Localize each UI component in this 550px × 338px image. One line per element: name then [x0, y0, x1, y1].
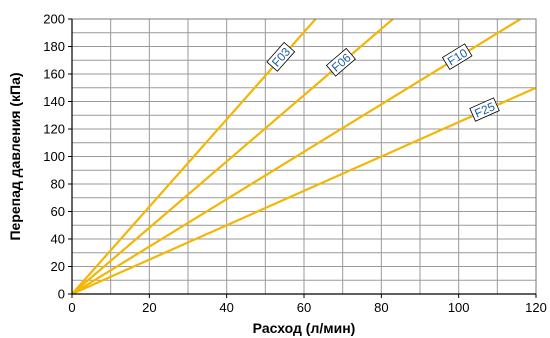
y-tick-label: 200 [43, 12, 65, 27]
y-tick-label: 140 [43, 94, 65, 109]
y-tick-labels: 0 20 40 60 80 100 120 140 160 180 200 [43, 12, 72, 302]
x-tick-label: 100 [448, 300, 470, 315]
x-tick-label: 20 [142, 300, 156, 315]
y-tick-label: 160 [43, 67, 65, 82]
y-tick-label: 120 [43, 122, 65, 137]
series-tag-box [441, 43, 473, 70]
x-tick-label: 0 [68, 300, 75, 315]
y-tick-label: 40 [51, 232, 65, 247]
grid-lines [71, 18, 537, 295]
x-tick-labels: 0 20 40 60 80 100 120 [68, 294, 547, 315]
series-line-f10 [72, 19, 522, 294]
series-tag-box [266, 41, 296, 72]
y-tick-label: 60 [51, 204, 65, 219]
y-tick-label: 100 [43, 149, 65, 164]
x-tick-label: 120 [525, 300, 547, 315]
y-tick-label: 0 [58, 287, 65, 302]
series-tag-f10: F10 [441, 43, 473, 70]
y-tick-label: 180 [43, 39, 65, 54]
x-tick-label: 80 [374, 300, 388, 315]
y-axis-title: Перепад давления (кПа) [7, 72, 23, 240]
x-tick-label: 40 [219, 300, 233, 315]
series-tag-box [469, 97, 500, 122]
series-tag-box [325, 47, 356, 77]
series-line-f25 [72, 86, 536, 294]
y-tick-label: 20 [51, 259, 65, 274]
x-axis-title: Расход (л/мин) [253, 320, 356, 336]
y-tick-label: 80 [51, 177, 65, 192]
x-tick-label: 60 [297, 300, 311, 315]
